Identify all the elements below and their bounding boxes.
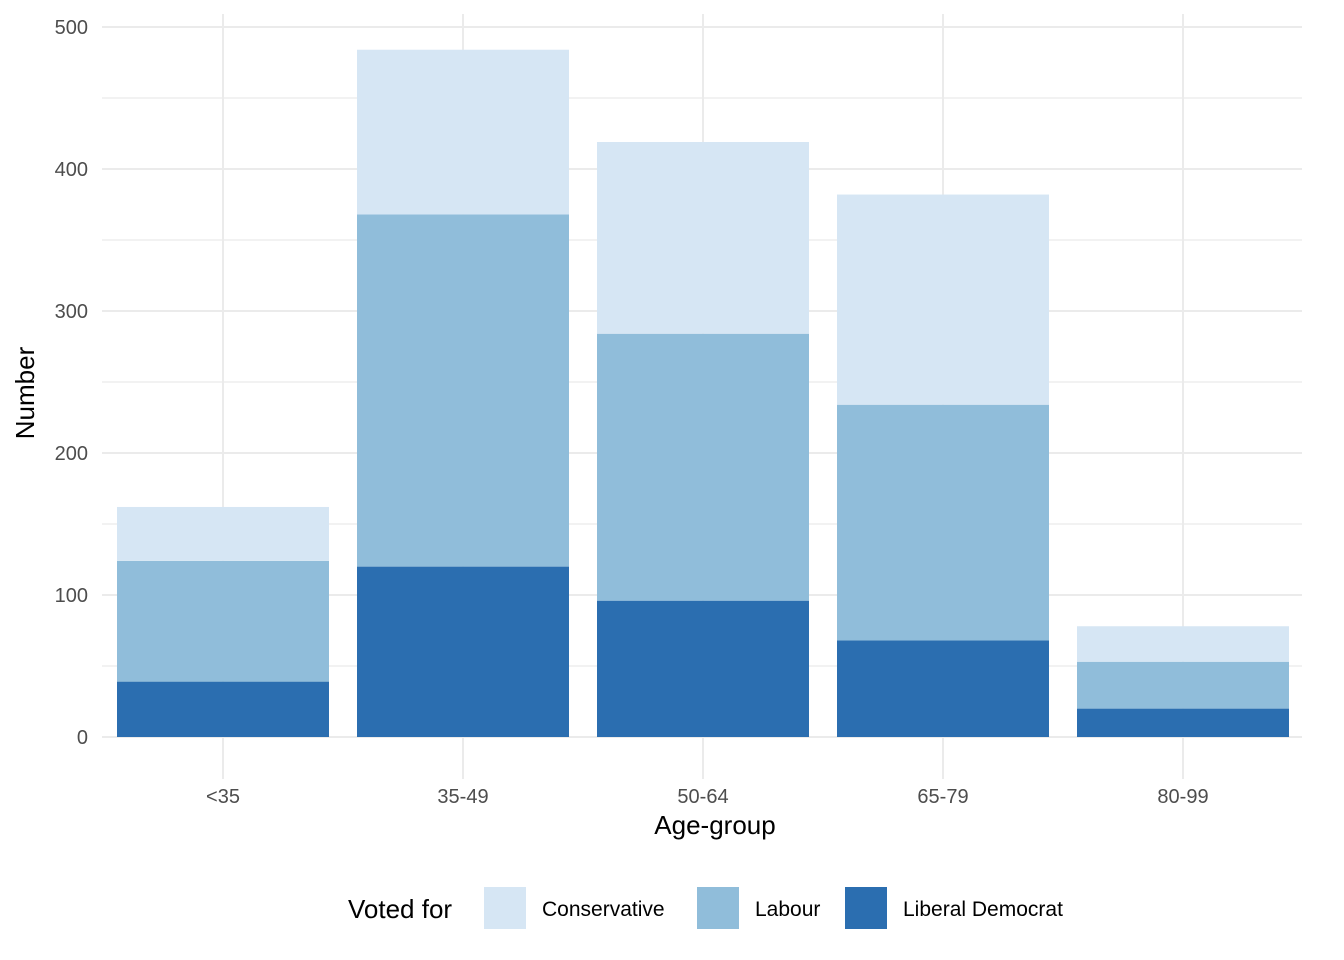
y-tick-label: 100 [55, 585, 88, 607]
bar-conservative-4 [837, 194, 1049, 405]
legend-label: Labour [755, 898, 820, 921]
y-tick-labels: 0 100 200 300 400 500 [55, 17, 88, 749]
bar-liberal-democrat-4 [837, 640, 1049, 737]
legend-key-liberal-democrat [845, 887, 887, 929]
x-tick-label: 65-79 [917, 786, 968, 808]
bar-conservative-5 [1077, 626, 1289, 662]
legend-key-labour [697, 887, 739, 929]
bar-labour-1 [117, 560, 329, 682]
bar-conservative-2 [357, 49, 569, 215]
y-tick-label: 400 [55, 159, 88, 181]
bar-liberal-democrat-1 [117, 681, 329, 737]
bar-conservative-1 [117, 506, 329, 561]
x-axis-title: Age-group [654, 810, 775, 840]
bar-labour-5 [1077, 661, 1289, 709]
legend-label: Liberal Democrat [903, 898, 1063, 921]
y-tick-label: 500 [55, 17, 88, 39]
legend-key-conservative [484, 887, 526, 929]
legend-label: Conservative [542, 898, 665, 921]
legend-title: Voted for [348, 894, 452, 924]
y-tick-label: 200 [55, 443, 88, 465]
x-tick-label: 35-49 [437, 786, 488, 808]
bar-liberal-democrat-3 [597, 600, 809, 737]
x-tick-labels: <35 35-49 50-64 65-79 80-99 [206, 786, 1209, 808]
legend: Voted for Conservative Labour Liberal Demo… [348, 887, 1063, 929]
y-axis-title: Number [10, 346, 40, 439]
bars [117, 49, 1289, 737]
x-tick-label: <35 [206, 786, 240, 808]
x-tick-label: 80-99 [1157, 786, 1208, 808]
bar-liberal-democrat-5 [1077, 708, 1289, 737]
y-tick-label: 300 [55, 301, 88, 323]
bar-labour-2 [357, 214, 569, 567]
x-tick-label: 50-64 [677, 786, 728, 808]
bar-conservative-3 [597, 142, 809, 334]
y-tick-label: 0 [77, 727, 88, 749]
bar-labour-4 [837, 404, 1049, 641]
bar-labour-3 [597, 333, 809, 601]
bar-liberal-democrat-2 [357, 566, 569, 737]
